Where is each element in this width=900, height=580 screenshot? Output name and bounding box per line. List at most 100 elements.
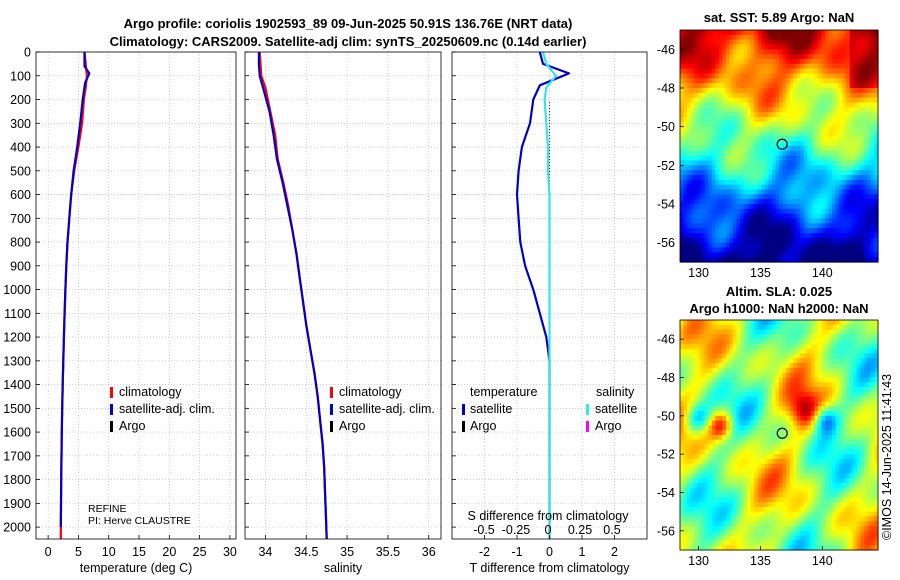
map-cell [701, 367, 706, 374]
map-cell [715, 482, 720, 489]
map-cell [842, 170, 847, 176]
map-cell [708, 487, 713, 494]
map-cell [828, 189, 833, 195]
map-cell [803, 430, 808, 436]
map-cell [782, 68, 787, 75]
map-cell [764, 59, 769, 65]
map-cell [835, 458, 840, 465]
map-cell [846, 339, 851, 345]
map-cell [687, 83, 692, 89]
map-cell [828, 223, 833, 229]
map-cell [764, 377, 769, 383]
map-cell [683, 487, 688, 494]
map-cell [715, 102, 720, 108]
map-cell [800, 401, 805, 407]
map-cell [718, 121, 724, 128]
map-cell [849, 257, 854, 263]
map-cell [708, 160, 713, 166]
map-cell [743, 435, 748, 441]
map-cell [846, 449, 851, 455]
map-cell [718, 329, 724, 335]
map-cell [768, 131, 773, 137]
map-cell [775, 68, 780, 75]
map-cell [874, 117, 879, 123]
map-cell [761, 468, 766, 474]
map-cell [779, 233, 784, 239]
map-cell [810, 420, 815, 427]
map-cell [754, 406, 759, 412]
map-cell [690, 444, 695, 450]
map-cell [708, 257, 713, 263]
map-cell [796, 78, 801, 84]
map-cell [711, 391, 716, 398]
map-cell [856, 88, 861, 94]
map-cell [747, 487, 752, 494]
map-cell [680, 463, 685, 470]
map-cell [750, 121, 755, 128]
map-cell [839, 439, 844, 446]
map-cell [786, 411, 791, 417]
map-cell [846, 353, 851, 359]
map-cell [701, 454, 706, 460]
map-cell [807, 420, 812, 427]
map-cell [870, 348, 876, 355]
map-cell [814, 112, 819, 118]
map-cell [860, 97, 865, 104]
map-cell [715, 199, 720, 205]
map-cell [743, 228, 748, 234]
map-cell [743, 252, 748, 258]
map-cell [761, 59, 766, 65]
map-cell [711, 97, 716, 104]
map-cell [874, 382, 879, 388]
map-cell [828, 487, 833, 494]
map-cell [704, 170, 709, 176]
map-cell [832, 454, 837, 460]
map-cell [683, 401, 688, 407]
map-cell [775, 204, 780, 210]
map-cell [856, 102, 861, 108]
map-cell [849, 363, 854, 369]
map-cell [687, 458, 692, 465]
map-cell [803, 247, 808, 253]
map-cell [687, 425, 692, 431]
map-cell [800, 478, 805, 484]
map-cell [860, 204, 865, 210]
map-cell [821, 170, 826, 176]
map-cell [694, 406, 699, 412]
map-cell [810, 473, 815, 479]
map-cell [757, 59, 762, 65]
map-cell [764, 112, 769, 118]
map-cell [683, 233, 688, 239]
map-cell [807, 406, 812, 412]
map-cell [786, 454, 791, 460]
map-cell [697, 121, 702, 128]
map-cell [747, 141, 752, 147]
map-cell [867, 150, 872, 157]
map-cell [839, 411, 844, 417]
map-cell [711, 343, 716, 350]
map-cell [740, 208, 745, 215]
map-cell [743, 348, 748, 355]
map-cell [764, 387, 769, 393]
map-cell [821, 478, 826, 484]
map-cell [733, 68, 738, 75]
map-cell [824, 112, 830, 118]
y-tick-label: 300 [10, 117, 31, 131]
map-cell [768, 430, 773, 436]
map-cell [796, 420, 801, 427]
map-cell [743, 199, 748, 205]
map-cell [793, 343, 798, 350]
map-cell [743, 146, 748, 152]
map-cell [793, 468, 798, 474]
map-cell [867, 126, 872, 133]
map-cell [761, 121, 766, 128]
map-cell [697, 107, 702, 113]
map-cell [722, 444, 727, 450]
map-cell [839, 463, 844, 470]
map-cell [860, 92, 865, 99]
map-cell [803, 121, 808, 128]
map-cell [736, 199, 741, 205]
map-cell [708, 411, 713, 417]
map-cell [863, 482, 868, 489]
map-cell [740, 478, 745, 484]
